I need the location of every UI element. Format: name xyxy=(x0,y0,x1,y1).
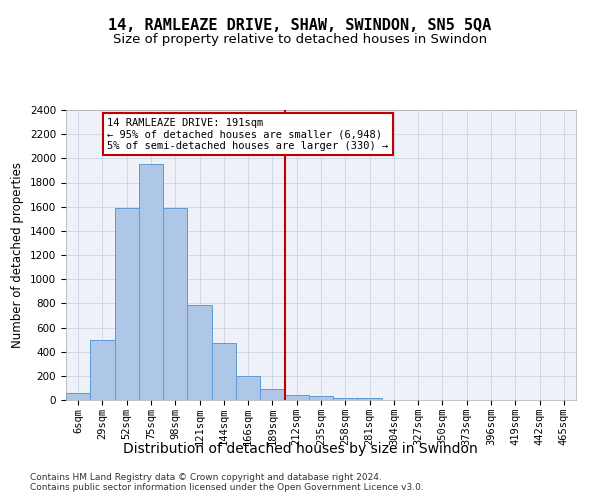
Text: Size of property relative to detached houses in Swindon: Size of property relative to detached ho… xyxy=(113,32,487,46)
Text: Contains HM Land Registry data © Crown copyright and database right 2024.: Contains HM Land Registry data © Crown c… xyxy=(30,472,382,482)
Bar xyxy=(139,164,163,400)
Text: 14 RAMLEAZE DRIVE: 191sqm
← 95% of detached houses are smaller (6,948)
5% of sem: 14 RAMLEAZE DRIVE: 191sqm ← 95% of detac… xyxy=(107,118,389,151)
Bar xyxy=(115,208,139,400)
Bar xyxy=(66,393,90,400)
Text: Distribution of detached houses by size in Swindon: Distribution of detached houses by size … xyxy=(122,442,478,456)
Bar xyxy=(212,343,236,400)
Bar xyxy=(309,396,333,400)
Text: Contains public sector information licensed under the Open Government Licence v3: Contains public sector information licen… xyxy=(30,484,424,492)
Text: 14, RAMLEAZE DRIVE, SHAW, SWINDON, SN5 5QA: 14, RAMLEAZE DRIVE, SHAW, SWINDON, SN5 5… xyxy=(109,18,491,32)
Bar xyxy=(236,376,260,400)
Bar xyxy=(90,340,115,400)
Bar xyxy=(333,398,358,400)
Bar xyxy=(163,208,187,400)
Bar xyxy=(284,395,309,400)
Bar xyxy=(260,388,284,400)
Bar xyxy=(358,398,382,400)
Y-axis label: Number of detached properties: Number of detached properties xyxy=(11,162,25,348)
Bar xyxy=(187,304,212,400)
